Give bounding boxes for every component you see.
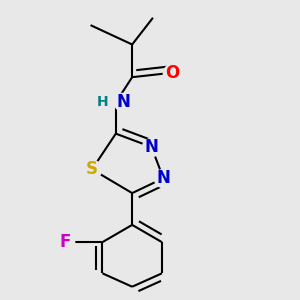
Text: O: O [165,64,179,82]
Text: N: N [145,138,158,156]
Text: H: H [97,95,108,110]
Text: N: N [156,169,170,187]
Text: F: F [60,233,71,251]
Text: N: N [116,93,130,111]
Text: S: S [86,160,98,178]
